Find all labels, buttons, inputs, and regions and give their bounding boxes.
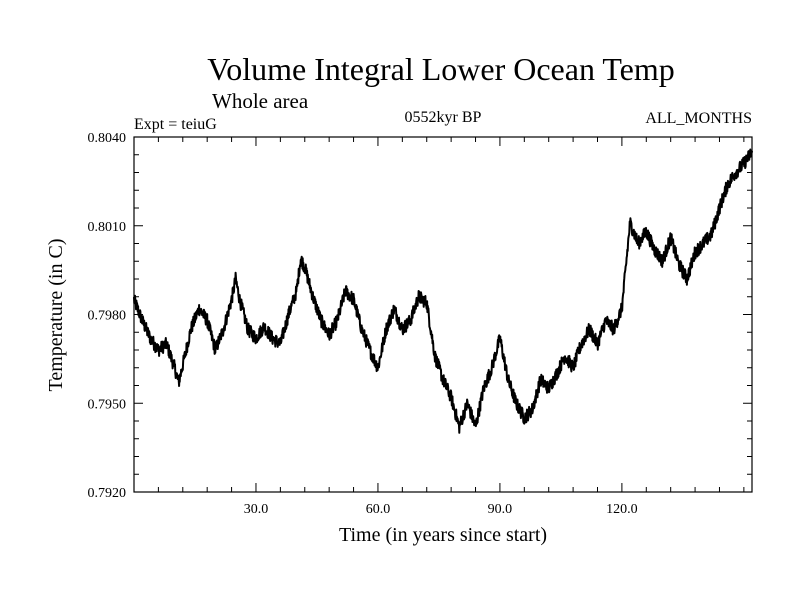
x-axis-label: Time (in years since start)	[339, 524, 547, 546]
plot-frame	[133, 136, 753, 493]
period-label: 0552kyr BP	[405, 109, 482, 126]
x-tick-label: 90.0	[488, 502, 513, 517]
months-label: ALL_MONTHS	[645, 110, 752, 127]
y-tick-label: 0.7950	[88, 397, 127, 412]
chart-subtitle: Whole area	[212, 89, 309, 113]
x-axis: 30.0 60.0 90.0 120.0	[157, 137, 745, 517]
y-tick-label: 0.8010	[88, 220, 127, 235]
y-axis: 0.7920 0.7950 0.7980 0.8010 0.8040	[88, 131, 752, 501]
x-tick-label: 120.0	[606, 502, 638, 517]
x-tick-label: 60.0	[366, 502, 391, 517]
y-axis-label: Temperature (in C)	[45, 239, 67, 392]
chart-title: Volume Integral Lower Ocean Temp	[207, 51, 675, 87]
experiment-label: Expt = teiuG	[134, 116, 217, 133]
y-tick-label: 0.7920	[88, 486, 127, 501]
temperature-series-line	[133, 148, 753, 434]
y-tick-label: 0.7980	[88, 309, 127, 324]
x-tick-label: 30.0	[244, 502, 269, 517]
y-tick-label: 0.8040	[88, 131, 127, 146]
